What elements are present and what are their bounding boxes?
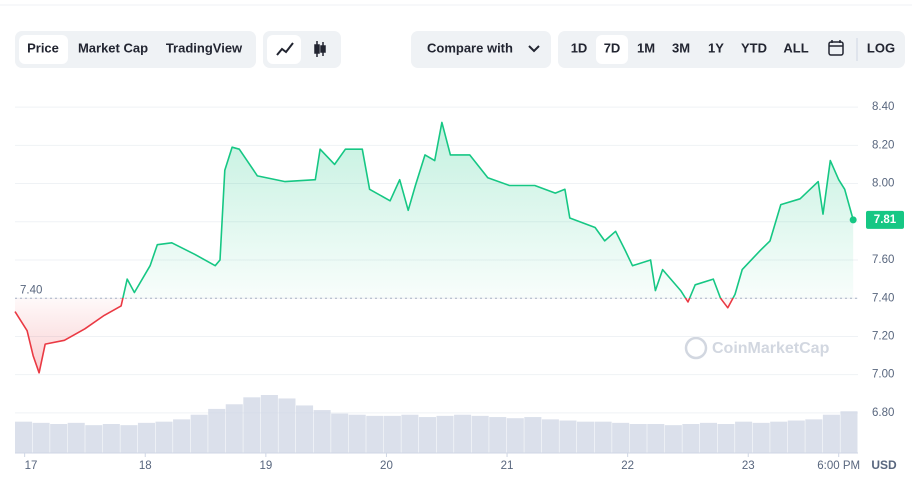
range-group (558, 31, 905, 68)
volume-bar (383, 415, 401, 453)
tab-selected (19, 35, 68, 64)
volume-bar (664, 425, 682, 453)
currency-label: USD (871, 458, 897, 472)
tab-group (15, 31, 256, 68)
volume-bar (50, 424, 68, 453)
range-button[interactable]: 1Y (708, 40, 724, 55)
volume-bar (699, 422, 717, 453)
volume-bar (366, 415, 384, 453)
volume-bar (85, 425, 103, 453)
volume-bar (454, 414, 472, 453)
chevron (528, 45, 540, 53)
range-selected (596, 35, 628, 64)
y-tick-label: 8.00 (872, 178, 894, 190)
volume-bar (559, 420, 577, 453)
volume-bar (102, 424, 120, 453)
watermark-text: CoinMarketCap (712, 340, 830, 357)
volume-bar (735, 421, 753, 453)
x-tick-label: 17 (25, 460, 38, 472)
volume-bar (32, 422, 50, 453)
volume-bar (787, 420, 805, 453)
volume-bar (541, 419, 559, 453)
price-line (14, 121, 854, 374)
volume-bar (155, 421, 173, 453)
range-button[interactable]: ALL (783, 40, 808, 55)
range-button[interactable]: YTD (741, 40, 767, 55)
x-tick-label: 19 (259, 460, 272, 472)
volume-bar (506, 418, 524, 453)
tab-market-cap[interactable]: Market Cap (78, 40, 148, 55)
range-button[interactable]: 7D (604, 40, 621, 55)
volume-bar (278, 398, 296, 453)
range-button[interactable]: 1M (637, 40, 655, 55)
y-tick-label: 7.40 (872, 292, 894, 304)
volume-bar (190, 414, 208, 453)
x-tick-label: 23 (742, 460, 755, 472)
y-tick-label: 7.60 (872, 254, 894, 266)
tab-price[interactable]: Price (27, 40, 59, 55)
volume-bar (822, 414, 840, 453)
y-tick-label: 7.20 (872, 330, 894, 342)
volume-bar (682, 424, 700, 453)
y-tick-label: 8.20 (872, 139, 894, 151)
volume-bar (752, 422, 770, 453)
volume-bar (594, 421, 612, 453)
volume-bar (208, 408, 226, 453)
x-tick-label: 18 (139, 460, 152, 472)
reference-label: 7.40 (20, 284, 42, 296)
volume-bar (401, 414, 419, 453)
y-tick-label: 7.00 (872, 369, 894, 381)
x-tick-label: 6:00 PM (817, 460, 860, 472)
volume-bar (243, 397, 261, 453)
x-tick-label: 21 (501, 460, 514, 472)
line-icon (276, 42, 294, 56)
range-button[interactable]: 3M (672, 40, 690, 55)
current-badge (866, 210, 904, 229)
volume-bar (612, 422, 630, 453)
volume-bar (260, 395, 278, 453)
volume-bar (629, 424, 647, 453)
current-label: 7.81 (874, 214, 897, 226)
volume-bar (225, 404, 243, 453)
calendar-icon[interactable] (828, 40, 844, 56)
x-tick-label: 22 (621, 460, 634, 472)
volume-bar (471, 415, 489, 453)
watermark: CoinMarketCap (684, 336, 830, 360)
volume-bar (840, 411, 858, 453)
volume-bar (524, 417, 542, 453)
volume-bar (296, 405, 314, 453)
candle-icon[interactable] (314, 41, 326, 57)
volume-bar (331, 413, 349, 453)
volume-bar (313, 410, 331, 453)
volume-bar (805, 419, 823, 453)
volume-bar (418, 417, 436, 453)
volume-bar (647, 424, 665, 453)
volume-bar (348, 414, 366, 453)
x-tick-label: 20 (380, 460, 393, 472)
volume-bar (436, 415, 454, 453)
volume-bar (770, 421, 788, 453)
volume-bar (717, 424, 735, 453)
volume-bar (67, 422, 85, 453)
volume-bar (120, 425, 138, 453)
tab-tradingview[interactable]: TradingView (166, 40, 243, 55)
compare-box[interactable] (411, 31, 551, 68)
volume-bar (15, 421, 33, 453)
y-tick-label: 6.80 (872, 407, 894, 419)
y-tick-label: 8.40 (872, 101, 894, 113)
compare-label[interactable]: Compare with (427, 40, 513, 55)
volume-bar (173, 419, 191, 453)
current-dot (849, 216, 857, 224)
volume-bar (137, 422, 155, 453)
volume-bar (577, 421, 595, 453)
range-button[interactable]: 1D (571, 40, 588, 55)
volume-bar (489, 417, 507, 453)
log-button[interactable]: LOG (867, 40, 895, 55)
